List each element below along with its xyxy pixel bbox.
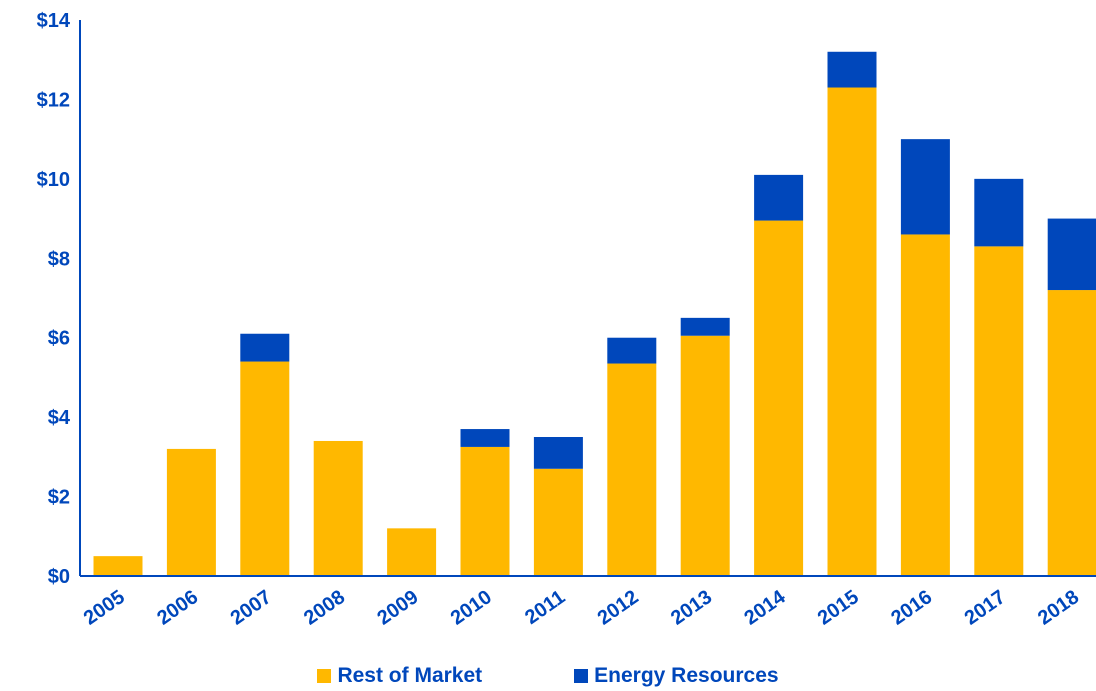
x-tick-label-2007: 2007 — [227, 586, 276, 630]
x-tick-label-2010: 2010 — [447, 586, 496, 630]
y-tick-label: $2 — [48, 487, 70, 509]
bar-rest-of-market-2016 — [900, 234, 950, 576]
legend-label-energy-resources: Energy Resources — [594, 664, 779, 687]
legend: Rest of Market Energy Resources — [0, 662, 1096, 690]
bar-energy-resources-2014 — [754, 174, 804, 221]
bar-energy-resources-2007 — [240, 333, 290, 362]
bar-rest-of-market-2006 — [166, 448, 216, 576]
x-axis-tick-labels: 2005 2006 2007 2008 2009 2010 2011 2012 2013 2014… — [80, 586, 1083, 630]
legend-item-energy-resources: Energy Resources — [574, 664, 779, 688]
legend-swatch-rest-of-market — [317, 669, 332, 683]
y-tick-label: $12 — [37, 89, 70, 111]
y-tick-label: $6 — [48, 328, 70, 350]
y-tick-label: $0 — [48, 566, 70, 588]
stacked-bar-chart: $0 $2 $4 $6 $8 $10 $12 $14 2005 2006 2007 2008 2009… — [37, 10, 1096, 630]
y-tick-label: $4 — [48, 407, 71, 429]
bar-rest-of-market-2018 — [1047, 290, 1096, 576]
x-tick-label-2013: 2013 — [667, 586, 716, 630]
bar-energy-resources-2013 — [680, 317, 730, 336]
bar-energy-resources-2018 — [1047, 218, 1096, 291]
bar-energy-resources-2011 — [533, 437, 583, 469]
x-tick-label-2006: 2006 — [153, 586, 202, 630]
x-tick-label-2015: 2015 — [814, 586, 863, 630]
bar-rest-of-market-2005 — [93, 556, 143, 576]
legend-swatch-energy-resources — [574, 669, 589, 683]
legend-item-rest-of-market: Rest of Market — [317, 664, 482, 688]
y-axis-tick-labels: $0 $2 $4 $6 $8 $10 $12 $14 — [37, 10, 71, 588]
x-tick-label-2009: 2009 — [373, 586, 422, 630]
bar-energy-resources-2010 — [460, 429, 510, 447]
x-tick-label-2011: 2011 — [521, 586, 569, 629]
bar-rest-of-market-2011 — [533, 468, 583, 576]
y-tick-label: $10 — [37, 169, 70, 191]
bar-rest-of-market-2009 — [387, 528, 437, 576]
bar-rest-of-market-2012 — [607, 363, 657, 576]
bars — [93, 51, 1096, 577]
legend-label-rest-of-market: Rest of Market — [337, 664, 483, 687]
bar-rest-of-market-2008 — [313, 440, 363, 576]
bar-rest-of-market-2010 — [460, 446, 510, 576]
x-tick-label-2016: 2016 — [887, 586, 936, 630]
x-tick-label-2008: 2008 — [300, 586, 349, 630]
bar-rest-of-market-2017 — [974, 246, 1024, 576]
bar-energy-resources-2016 — [900, 139, 950, 235]
x-tick-label-2018: 2018 — [1034, 586, 1083, 630]
bar-rest-of-market-2007 — [240, 361, 290, 576]
bar-energy-resources-2012 — [607, 337, 657, 364]
bar-rest-of-market-2014 — [754, 220, 804, 577]
x-tick-label-2017: 2017 — [961, 586, 1010, 630]
bar-energy-resources-2015 — [827, 51, 877, 88]
y-tick-label: $8 — [48, 248, 70, 270]
bar-rest-of-market-2015 — [827, 87, 877, 576]
x-tick-label-2014: 2014 — [740, 586, 790, 630]
x-tick-label-2005: 2005 — [80, 586, 129, 630]
y-tick-label: $14 — [37, 10, 71, 32]
bar-energy-resources-2017 — [974, 178, 1024, 247]
bar-rest-of-market-2013 — [680, 335, 730, 576]
x-tick-label-2012: 2012 — [594, 586, 643, 630]
